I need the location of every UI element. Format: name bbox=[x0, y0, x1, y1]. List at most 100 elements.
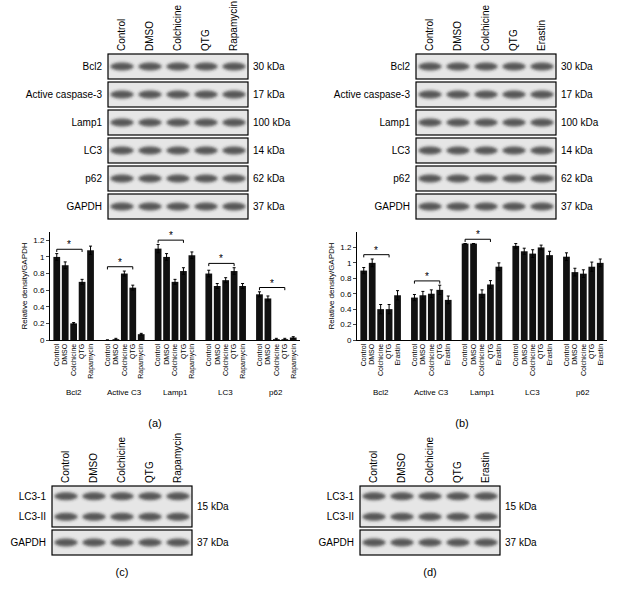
svg-text:QTG: QTG bbox=[200, 29, 211, 51]
svg-text:Lamp1: Lamp1 bbox=[379, 117, 410, 128]
svg-text:Control: Control bbox=[368, 451, 379, 483]
svg-text:*: * bbox=[425, 271, 429, 282]
svg-text:15 kDa: 15 kDa bbox=[197, 501, 229, 512]
svg-text:QTG: QTG bbox=[588, 344, 596, 359]
svg-text:0: 0 bbox=[40, 336, 45, 345]
svg-text:*: * bbox=[270, 278, 274, 289]
svg-text:Colchicine: Colchicine bbox=[70, 344, 77, 376]
svg-text:Lamp1: Lamp1 bbox=[71, 117, 102, 128]
svg-text:p62: p62 bbox=[576, 388, 590, 397]
svg-text:*: * bbox=[476, 229, 480, 240]
svg-text:QTG: QTG bbox=[230, 344, 238, 359]
svg-text:GAPDH: GAPDH bbox=[374, 201, 410, 212]
svg-text:Control: Control bbox=[116, 19, 127, 51]
svg-text:QTG: QTG bbox=[129, 344, 137, 359]
svg-text:Rapamycin: Rapamycin bbox=[188, 344, 196, 379]
svg-text:Bcl2: Bcl2 bbox=[391, 61, 411, 72]
svg-text:(c): (c) bbox=[116, 566, 129, 578]
svg-text:Colchicine: Colchicine bbox=[222, 344, 229, 376]
svg-text:QTG: QTG bbox=[144, 461, 155, 483]
svg-text:Erastin: Erastin bbox=[546, 344, 553, 366]
svg-text:0.4: 0.4 bbox=[33, 303, 45, 312]
svg-text:*: * bbox=[67, 239, 71, 250]
svg-text:DMSO: DMSO bbox=[61, 343, 68, 365]
svg-text:Colchicine: Colchicine bbox=[529, 344, 536, 376]
svg-text:p62: p62 bbox=[269, 388, 283, 397]
svg-text:Colchicine: Colchicine bbox=[121, 344, 128, 376]
svg-text:37 kDa: 37 kDa bbox=[505, 537, 537, 548]
svg-text:Colchicine: Colchicine bbox=[172, 4, 183, 51]
svg-text:LC3: LC3 bbox=[392, 145, 411, 156]
svg-text:DMSO: DMSO bbox=[396, 453, 407, 483]
svg-text:15 kDa: 15 kDa bbox=[505, 501, 537, 512]
svg-text:(a): (a) bbox=[148, 417, 161, 429]
svg-text:37 kDa: 37 kDa bbox=[561, 201, 593, 212]
svg-text:Erastin: Erastin bbox=[394, 344, 401, 366]
svg-text:Active C3: Active C3 bbox=[107, 388, 142, 397]
svg-text:0.2: 0.2 bbox=[340, 320, 352, 329]
svg-text:DMSO: DMSO bbox=[112, 343, 119, 365]
svg-text:LC3-1: LC3-1 bbox=[327, 491, 355, 502]
svg-text:QTG: QTG bbox=[452, 461, 463, 483]
svg-text:30 kDa: 30 kDa bbox=[561, 61, 593, 72]
svg-text:100 kDa: 100 kDa bbox=[561, 117, 599, 128]
svg-text:1: 1 bbox=[347, 259, 352, 268]
svg-text:LC3-1: LC3-1 bbox=[19, 491, 47, 502]
svg-text:Active caspase-3: Active caspase-3 bbox=[26, 89, 103, 100]
svg-text:Colchicine: Colchicine bbox=[480, 4, 491, 51]
svg-text:QTG: QTG bbox=[537, 344, 545, 359]
svg-text:Colchicine: Colchicine bbox=[171, 344, 178, 376]
svg-text:*: * bbox=[374, 245, 378, 256]
svg-text:0.2: 0.2 bbox=[33, 319, 45, 328]
svg-text:Rapamycin: Rapamycin bbox=[172, 433, 183, 483]
svg-text:62 kDa: 62 kDa bbox=[561, 173, 593, 184]
svg-text:Erastin: Erastin bbox=[597, 344, 604, 366]
svg-text:Colchicine: Colchicine bbox=[428, 344, 435, 376]
svg-text:Bcl2: Bcl2 bbox=[373, 388, 389, 397]
svg-text:0: 0 bbox=[347, 336, 352, 345]
svg-text:62 kDa: 62 kDa bbox=[253, 173, 285, 184]
svg-text:1.2: 1.2 bbox=[33, 236, 45, 245]
svg-text:Relative density/GAPDH: Relative density/GAPDH bbox=[327, 242, 336, 329]
svg-text:LC3: LC3 bbox=[218, 388, 233, 397]
svg-text:*: * bbox=[219, 253, 223, 264]
svg-text:DMSO: DMSO bbox=[470, 343, 477, 365]
svg-text:QTG: QTG bbox=[487, 344, 495, 359]
svg-text:Control: Control bbox=[205, 343, 212, 366]
svg-text:GAPDH: GAPDH bbox=[10, 537, 46, 548]
svg-text:DMSO: DMSO bbox=[214, 343, 221, 365]
svg-text:Rapamycin: Rapamycin bbox=[239, 344, 247, 379]
svg-text:Colchicine: Colchicine bbox=[273, 344, 280, 376]
svg-text:Bcl2: Bcl2 bbox=[66, 388, 82, 397]
svg-text:(d): (d) bbox=[423, 566, 436, 578]
svg-text:Lamp1: Lamp1 bbox=[470, 388, 495, 397]
svg-text:37 kDa: 37 kDa bbox=[197, 537, 229, 548]
svg-text:QTG: QTG bbox=[180, 344, 188, 359]
svg-text:17 kDa: 17 kDa bbox=[561, 89, 593, 100]
svg-text:Control: Control bbox=[411, 343, 418, 366]
svg-text:Active caspase-3: Active caspase-3 bbox=[334, 89, 411, 100]
svg-text:Rapamycin: Rapamycin bbox=[87, 344, 95, 379]
svg-text:Control: Control bbox=[154, 343, 161, 366]
svg-text:0.8: 0.8 bbox=[33, 269, 45, 278]
svg-text:LC3-II: LC3-II bbox=[19, 511, 46, 522]
svg-text:DMSO: DMSO bbox=[452, 21, 463, 51]
svg-text:QTG: QTG bbox=[281, 344, 289, 359]
svg-text:Control: Control bbox=[512, 343, 519, 366]
svg-text:DMSO: DMSO bbox=[571, 343, 578, 365]
svg-text:(b): (b) bbox=[455, 417, 468, 429]
svg-text:0.6: 0.6 bbox=[340, 290, 352, 299]
svg-text:Control: Control bbox=[461, 343, 468, 366]
svg-text:Control: Control bbox=[104, 343, 111, 366]
svg-text:DMSO: DMSO bbox=[163, 343, 170, 365]
svg-text:Control: Control bbox=[60, 451, 71, 483]
svg-text:Control: Control bbox=[53, 343, 60, 366]
svg-text:Control: Control bbox=[424, 19, 435, 51]
svg-text:Active C3: Active C3 bbox=[414, 388, 449, 397]
svg-text:DMSO: DMSO bbox=[144, 21, 155, 51]
svg-text:Control: Control bbox=[360, 343, 367, 366]
svg-text:0.8: 0.8 bbox=[340, 274, 352, 283]
svg-text:Colchicine: Colchicine bbox=[116, 436, 127, 483]
svg-text:Erastin: Erastin bbox=[495, 344, 502, 366]
svg-text:Bcl2: Bcl2 bbox=[83, 61, 103, 72]
